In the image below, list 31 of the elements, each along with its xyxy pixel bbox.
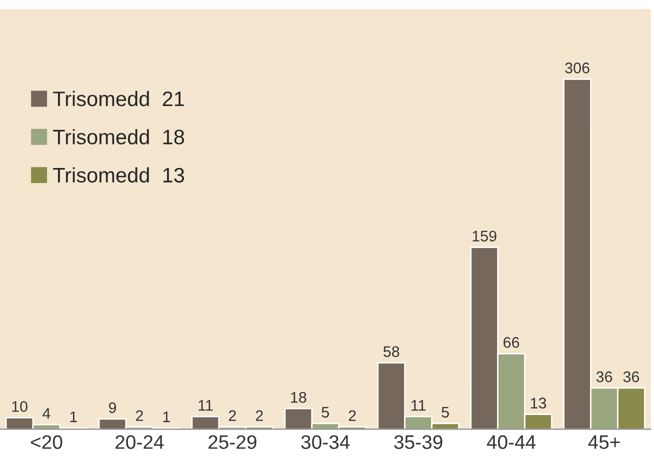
- data-label: 1: [70, 412, 77, 422]
- x-tick-label: 25-29: [208, 435, 256, 450]
- legend-label: Trisomedd 13: [53, 167, 184, 183]
- data-label: 159: [472, 230, 496, 242]
- data-label: 36: [623, 371, 640, 382]
- data-label: 36: [596, 371, 612, 382]
- data-label: 18: [291, 392, 306, 403]
- data-label: 11: [412, 400, 426, 411]
- data-label: 2: [228, 410, 236, 421]
- data-label: 9: [108, 402, 116, 414]
- legend-label: Trisomedd 21: [53, 90, 184, 106]
- data-label: 1: [163, 412, 170, 422]
- data-label: 2: [136, 410, 143, 421]
- data-label: 5: [442, 406, 449, 418]
- data-label: 66: [504, 337, 520, 348]
- x-tick-label: 20-24: [116, 435, 164, 450]
- x-tick-label: 30-34: [301, 435, 350, 450]
- data-label: 5: [322, 406, 329, 418]
- data-label: 306: [565, 62, 590, 74]
- x-tick-label: 45+: [588, 435, 620, 450]
- data-label: 13: [530, 398, 546, 408]
- legend-label: Trisomedd 18: [53, 129, 184, 144]
- x-tick-label: 40-44: [486, 435, 536, 450]
- data-label: 2: [256, 410, 263, 421]
- data-label: 2: [348, 410, 356, 421]
- data-label: 11: [198, 400, 213, 411]
- x-tick-label: 35-39: [394, 435, 442, 450]
- data-label: 4: [42, 408, 50, 419]
- data-label: 58: [383, 346, 400, 358]
- data-label: 10: [12, 401, 28, 412]
- x-tick-label: <20: [30, 435, 62, 450]
